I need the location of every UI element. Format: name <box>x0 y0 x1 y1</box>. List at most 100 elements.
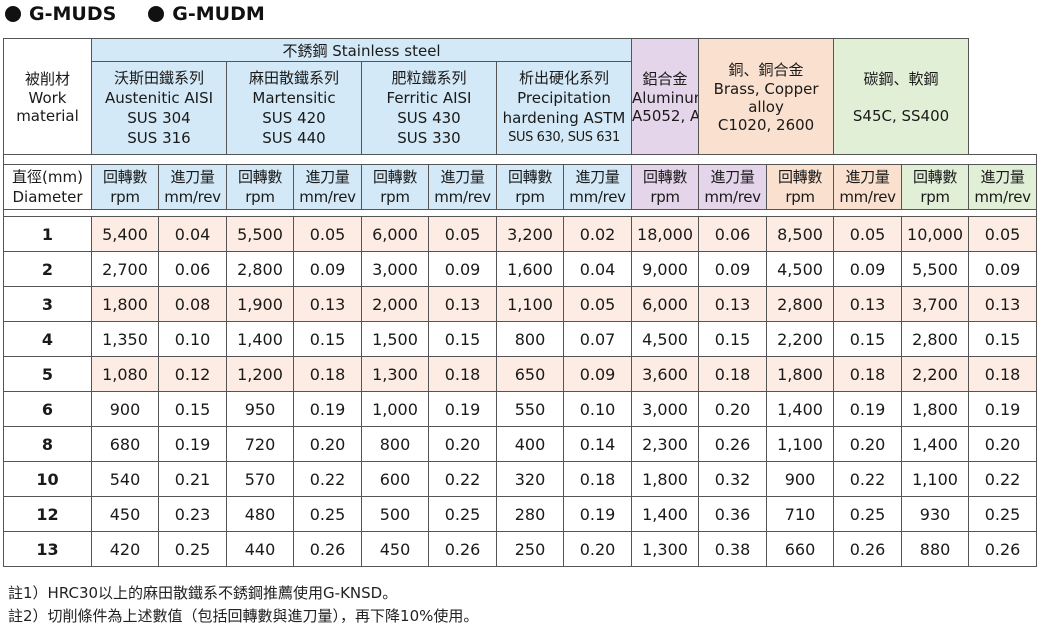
feed-cell: 0.05 <box>293 216 362 252</box>
table-row: 13 420 0.25 440 0.26 450 0.26 250 0.20 1,300 0.38 6… <box>3 531 1038 567</box>
table-row: 5 1,080 0.12 1,200 0.18 1,300 0.18 650 0.09 3,600… <box>3 356 1038 392</box>
header-spacer <box>2 154 1038 165</box>
rpm-cell: 570 <box>226 461 294 497</box>
feed-header: 進刀量 mm/rev <box>968 164 1038 210</box>
feed-cell: 0.18 <box>698 356 768 392</box>
rpm-cell: 650 <box>496 356 564 392</box>
feed-cell: 0.22 <box>833 461 903 497</box>
rpm-cell: 320 <box>496 461 564 497</box>
rpm-cell: 5,500 <box>901 251 970 287</box>
rpm-header: 回轉數 rpm <box>496 164 564 210</box>
rpm-cell: 540 <box>91 461 159 497</box>
bullet-dot-icon <box>148 6 165 22</box>
material-header-martensitic: 麻田散鐵系列 Martensitic SUS 420 SUS 440 <box>226 61 362 155</box>
rpm-cell: 450 <box>361 531 429 567</box>
feed-cell: 0.05 <box>562 286 633 322</box>
feed-cell: 0.13 <box>833 286 903 322</box>
feed-cell: 0.19 <box>833 391 903 427</box>
feed-cell: 0.15 <box>428 321 497 357</box>
product-titles: G-MUDS G-MUDM <box>5 2 297 26</box>
feed-cell: 0.22 <box>968 461 1038 497</box>
feed-cell: 0.22 <box>428 461 497 497</box>
feed-header: 進刀量 mm/rev <box>158 164 227 210</box>
diameter-cell: 4 <box>3 321 92 357</box>
rpm-cell: 400 <box>496 426 564 462</box>
rpm-header: 回轉數 rpm <box>631 164 700 210</box>
rpm-cell: 2,800 <box>901 321 970 357</box>
rpm-cell: 250 <box>496 531 564 567</box>
feed-cell: 0.15 <box>833 321 903 357</box>
rpm-cell: 1,600 <box>496 251 564 287</box>
rpm-cell: 710 <box>766 496 835 532</box>
rpm-cell: 660 <box>766 531 835 567</box>
rpm-cell: 8,500 <box>766 216 835 252</box>
title-text: G-MUDS <box>29 3 117 25</box>
feed-cell: 0.21 <box>158 461 227 497</box>
rpm-header: 回轉數 rpm <box>91 164 159 210</box>
material-header-carbon-steel: 碳鋼、軟鋼 S45C, SS400 <box>833 38 970 155</box>
rpm-cell: 440 <box>226 531 294 567</box>
rpm-cell: 2,300 <box>631 426 700 462</box>
feed-cell: 0.18 <box>968 356 1038 392</box>
material-header-aluminum: 鋁合金 Aluminum alloy A5052, ADC12 <box>631 38 700 155</box>
feed-cell: 0.09 <box>833 251 903 287</box>
feed-cell: 0.05 <box>833 216 903 252</box>
rpm-cell: 1,800 <box>91 286 159 322</box>
feed-cell: 0.20 <box>698 391 768 427</box>
rpm-cell: 420 <box>91 531 159 567</box>
table-row: 8 680 0.19 720 0.20 800 0.20 400 0.14 2,300 0.26 1,… <box>3 426 1038 462</box>
diameter-header: 直徑(mm) Diameter <box>3 164 92 210</box>
rpm-cell: 450 <box>91 496 159 532</box>
diameter-cell: 8 <box>3 426 92 462</box>
material-header-austenitic: 沃斯田鐵系列 Austenitic AISI SUS 304 SUS 316 <box>91 61 227 155</box>
data-body: 1 5,400 0.04 5,500 0.05 6,000 0.05 3,200 0.02 18,… <box>3 216 1038 567</box>
feed-cell: 0.25 <box>833 496 903 532</box>
feed-cell: 0.09 <box>293 251 362 287</box>
feed-cell: 0.12 <box>158 356 227 392</box>
rpm-cell: 480 <box>226 496 294 532</box>
feed-cell: 0.19 <box>158 426 227 462</box>
rpm-cell: 2,800 <box>766 286 835 322</box>
rpm-cell: 3,700 <box>901 286 970 322</box>
feed-cell: 0.32 <box>698 461 768 497</box>
feed-cell: 0.08 <box>158 286 227 322</box>
feed-cell: 0.19 <box>562 496 633 532</box>
feed-cell: 0.04 <box>158 216 227 252</box>
feed-cell: 0.22 <box>293 461 362 497</box>
feed-cell: 0.05 <box>968 216 1038 252</box>
feed-cell: 0.20 <box>562 531 633 567</box>
feed-cell: 0.36 <box>698 496 768 532</box>
rpm-cell: 5,500 <box>226 216 294 252</box>
feed-cell: 0.07 <box>562 321 633 357</box>
rpm-cell: 6,000 <box>631 286 700 322</box>
rpm-cell: 3,000 <box>631 391 700 427</box>
feed-cell: 0.26 <box>833 531 903 567</box>
rpm-header: 回轉數 rpm <box>226 164 294 210</box>
rpm-cell: 3,000 <box>361 251 429 287</box>
rpm-cell: 1,900 <box>226 286 294 322</box>
rpm-cell: 2,200 <box>766 321 835 357</box>
feed-cell: 0.15 <box>698 321 768 357</box>
diameter-cell: 5 <box>3 356 92 392</box>
feed-cell: 0.06 <box>698 216 768 252</box>
feed-cell: 0.05 <box>428 216 497 252</box>
rpm-cell: 4,500 <box>631 321 700 357</box>
diameter-cell: 13 <box>3 531 92 567</box>
feed-cell: 0.13 <box>698 286 768 322</box>
rpm-cell: 4,500 <box>766 251 835 287</box>
table-row: 2 2,700 0.06 2,800 0.09 3,000 0.09 1,600 0.04 9,0… <box>3 251 1038 287</box>
rpm-cell: 18,000 <box>631 216 700 252</box>
rpm-cell: 3,600 <box>631 356 700 392</box>
feed-cell: 0.09 <box>562 356 633 392</box>
feed-header: 進刀量 mm/rev <box>428 164 497 210</box>
diameter-cell: 12 <box>3 496 92 532</box>
rpm-cell: 10,000 <box>901 216 970 252</box>
feed-cell: 0.19 <box>293 391 362 427</box>
title-g-muds: G-MUDS <box>5 3 116 25</box>
diameter-cell: 2 <box>3 251 92 287</box>
units-spacer <box>2 209 1038 217</box>
feed-cell: 0.15 <box>968 321 1038 357</box>
feed-cell: 0.26 <box>293 531 362 567</box>
rpm-cell: 680 <box>91 426 159 462</box>
rpm-cell: 950 <box>226 391 294 427</box>
